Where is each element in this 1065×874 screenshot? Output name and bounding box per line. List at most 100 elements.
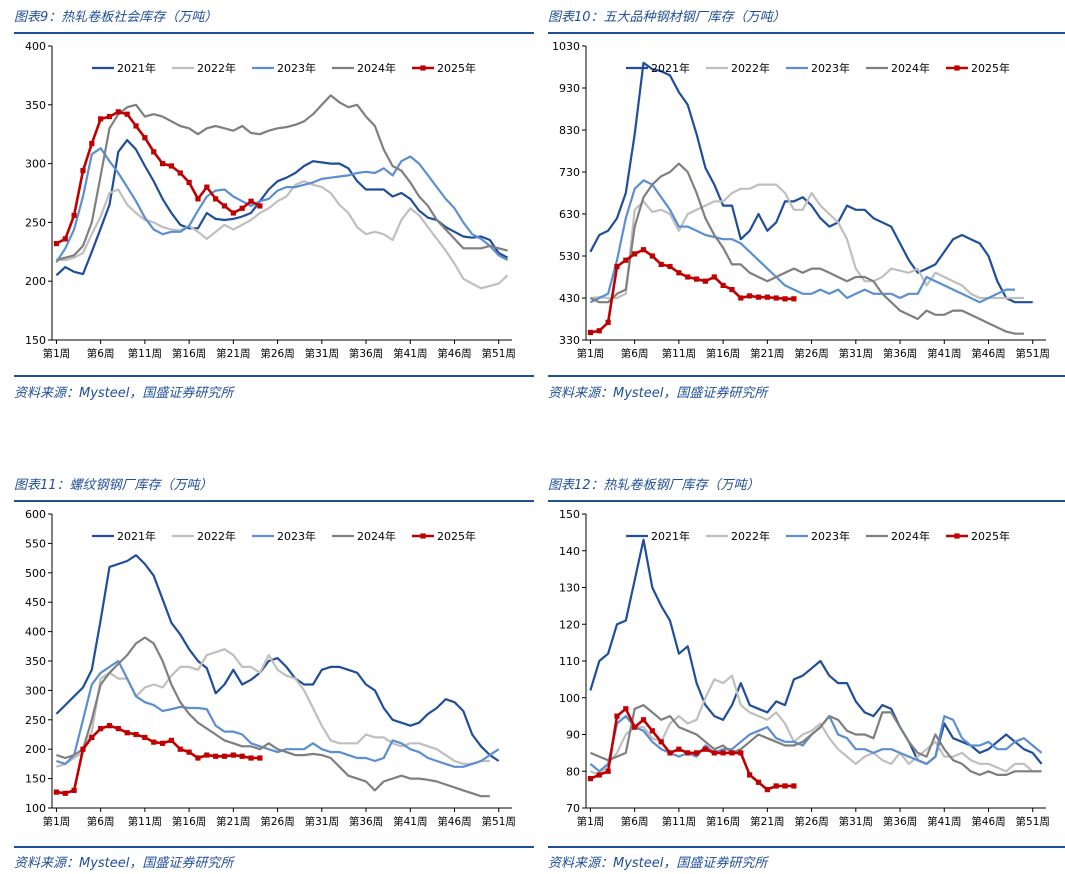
series-point-2025年 [115, 109, 121, 115]
x-tick-label: 第41周 [927, 815, 961, 828]
y-tick-label: 730 [559, 166, 580, 179]
series-point-2025年 [71, 212, 77, 218]
series-point-2025年 [747, 772, 753, 778]
series-line-2021年 [55, 138, 509, 277]
y-tick-label: 250 [25, 714, 46, 727]
source-note: 资料来源：Mysteel，国盛证券研究所 [14, 386, 234, 401]
x-tick-label: 第46周 [971, 347, 1005, 360]
legend-label: 2023年 [811, 61, 850, 75]
x-tick-label: 第31周 [839, 815, 873, 828]
series-point-2025年 [53, 789, 60, 795]
series-point-2025年 [614, 713, 620, 719]
legend-label: 2022年 [197, 529, 236, 543]
x-tick-label: 第51周 [1016, 347, 1050, 360]
legend-marker [954, 533, 960, 539]
series-point-2025年 [791, 783, 797, 789]
series-point-2025年 [693, 276, 700, 282]
series-point-2025年 [186, 749, 192, 755]
series-line-2021年 [589, 61, 1033, 304]
y-tick-label: 200 [25, 743, 46, 756]
series-line-2024年 [589, 162, 1024, 335]
y-tick-label: 500 [25, 567, 46, 580]
y-tick-label: 350 [25, 655, 46, 668]
series-point-2025年 [632, 724, 638, 730]
series-line-2022年 [56, 180, 509, 290]
series-point-2025年 [257, 203, 263, 209]
series-point-2025年 [53, 240, 60, 247]
y-tick-label: 430 [559, 292, 580, 305]
series-point-2025年 [248, 198, 254, 204]
y-tick-label: 330 [559, 334, 580, 347]
x-tick-label: 第36周 [349, 815, 383, 828]
legend-marker [420, 65, 426, 71]
x-tick-label: 第6周 [621, 815, 649, 828]
series-point-2025年 [640, 717, 647, 723]
x-tick-label: 第6周 [621, 347, 649, 360]
series-point-2025年 [676, 270, 682, 276]
y-tick-label: 350 [25, 99, 46, 112]
legend-label: 2021年 [651, 61, 690, 75]
x-tick-label: 第41周 [927, 347, 961, 360]
series-point-2025年 [605, 768, 611, 774]
series-point-2025年 [605, 319, 611, 325]
x-tick-label: 第6周 [87, 347, 115, 360]
series-point-2025年 [685, 750, 691, 756]
line-chart: 150 200 250 300 350 400 第1周 第6周 第11周 第16周 第21周 第26周… [25, 40, 516, 360]
series-point-2025年 [133, 731, 139, 738]
series-point-2025年 [124, 730, 130, 736]
series-point-2025年 [177, 170, 183, 176]
chart-title: 图表10：五大品种钢材钢厂库存（万吨） [548, 10, 786, 25]
series-point-2025年 [106, 723, 113, 729]
series-point-2025年 [764, 787, 770, 793]
series-point-2025年 [747, 293, 753, 299]
y-tick-label: 300 [25, 158, 46, 171]
series-point-2025年 [62, 236, 68, 242]
y-tick-label: 250 [25, 216, 46, 229]
series-point-2025年 [230, 210, 236, 216]
series-point-2025年 [693, 750, 700, 756]
y-tick-label: 200 [25, 275, 46, 288]
legend-label: 2024年 [357, 61, 396, 75]
source-divider [14, 375, 534, 377]
y-tick-label: 140 [559, 545, 580, 558]
series-point-2025年 [124, 111, 130, 117]
x-tick-label: 第1周 [43, 815, 71, 828]
series-point-2025年 [257, 755, 263, 761]
series-line-2022年 [589, 674, 1042, 776]
title-divider [548, 32, 1065, 34]
legend-label: 2024年 [891, 529, 930, 543]
series-point-2025年 [587, 329, 594, 336]
x-tick-label: 第6周 [87, 815, 115, 828]
source-divider [548, 375, 1065, 377]
x-tick-label: 第16周 [172, 347, 206, 360]
series-point-2025年 [151, 739, 157, 745]
series-point-2025年 [239, 205, 245, 211]
series-point-2025年 [782, 783, 788, 789]
x-tick-label: 第41周 [393, 347, 427, 360]
series-point-2025年 [80, 746, 86, 752]
series-point-2025年 [80, 168, 86, 174]
series-point-2025年 [782, 296, 788, 302]
series-line-2024年 [56, 636, 490, 798]
series-point-2025年 [791, 296, 797, 302]
title-divider [14, 500, 534, 502]
series-point-2025年 [773, 783, 779, 789]
x-tick-label: 第16周 [706, 815, 740, 828]
series-point-2025年 [623, 706, 629, 712]
chart-title: 图表12：热轧卷板钢厂库存（万吨） [548, 478, 760, 493]
title-divider [548, 500, 1065, 502]
y-tick-label: 600 [25, 508, 46, 521]
legend-label: 2025年 [437, 529, 476, 543]
x-tick-label: 第21周 [750, 347, 784, 360]
series-point-2025年 [596, 772, 602, 778]
x-tick-label: 第11周 [128, 347, 162, 360]
y-tick-label: 70 [566, 802, 580, 815]
x-tick-label: 第51周 [1016, 815, 1050, 828]
series-point-2025年 [168, 163, 175, 169]
series-point-2025年 [702, 746, 709, 752]
x-tick-label: 第1周 [43, 347, 71, 360]
series-point-2025年 [649, 728, 655, 734]
x-tick-label: 第41周 [393, 815, 427, 828]
legend-label: 2021年 [117, 61, 156, 75]
